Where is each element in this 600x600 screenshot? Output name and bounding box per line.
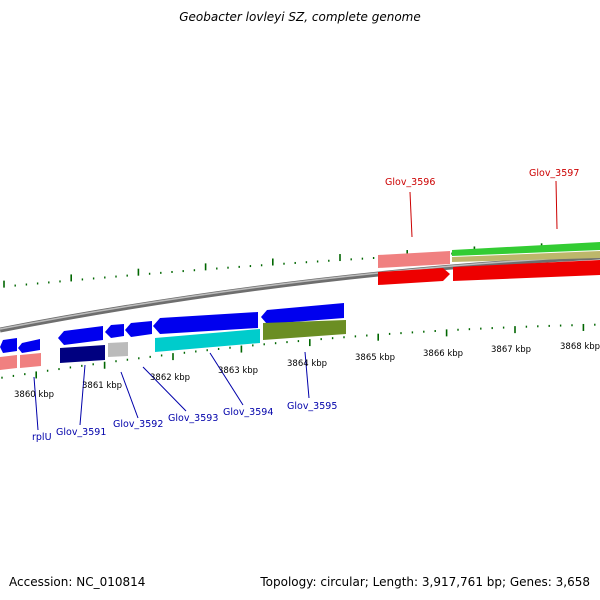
gene-arrow-rplu-upstream[interactable] <box>18 339 40 353</box>
gene-label[interactable]: Glov_3592 <box>113 419 163 430</box>
scale-label: 3863 kbp <box>218 366 258 376</box>
scale-label: 3861 kbp <box>82 381 122 391</box>
block-pink-left-a <box>0 355 17 370</box>
gene-label[interactable]: Glov_3593 <box>168 413 218 424</box>
genome-backbone <box>0 254 600 333</box>
scale-label: 3866 kbp <box>423 349 463 359</box>
scale-label: 3864 kbp <box>287 359 327 369</box>
gene-arrow-glov-3597-green[interactable] <box>452 242 600 256</box>
gene-arrow-glov-3592[interactable] <box>105 324 124 338</box>
block-cyan <box>155 329 260 352</box>
gene-label[interactable]: Glov_3594 <box>223 407 273 418</box>
gene-arrow-glov-3593[interactable] <box>125 321 152 337</box>
gene-leader-lines <box>33 180 558 431</box>
scale-label: 3862 kbp <box>150 373 190 383</box>
block-olive <box>263 320 346 340</box>
topology-label: Topology: circular; Length: 3,917,761 bp… <box>260 575 590 589</box>
gene-label[interactable]: Glov_3591 <box>56 427 106 438</box>
scale-label: 3867 kbp <box>491 345 531 355</box>
map-title: Geobacter lovleyi SZ, complete genome <box>179 10 421 24</box>
scale-labels: 3860 kbp 3861 kbp 3862 kbp 3863 kbp 3864 kbp… <box>14 342 600 400</box>
gene-label[interactable]: Glov_3597 <box>529 168 579 179</box>
scale-label: 3865 kbp <box>355 353 395 363</box>
gene-arrow-glov-3597[interactable] <box>453 260 600 281</box>
accession-label: Accession: NC_010814 <box>9 575 146 589</box>
gene-label[interactable]: Glov_3596 <box>385 177 435 188</box>
gene-label[interactable]: Glov_3595 <box>287 401 337 412</box>
gene-arrow-glov-3595[interactable] <box>261 303 344 324</box>
scale-label: 3860 kbp <box>14 390 54 400</box>
gene-arrow-glov-3594[interactable] <box>153 312 258 334</box>
block-navy <box>60 345 105 363</box>
block-gray <box>108 342 128 357</box>
block-pink-left-b <box>20 353 41 368</box>
gene-labels: Glov_3596 Glov_3597 rplU Glov_3591 Glov_3592… <box>32 168 579 443</box>
inner-tick-ring <box>1 323 596 379</box>
scale-label: 3868 kbp <box>560 342 600 352</box>
block-pink-right <box>378 251 450 268</box>
gene-label[interactable]: rplU <box>32 432 52 443</box>
gene-arrow-rplU[interactable] <box>0 338 17 353</box>
gene-arrow-glov-3591[interactable] <box>58 326 103 345</box>
gene-arrow-glov-3596[interactable] <box>378 268 450 285</box>
block-khaki <box>452 251 600 262</box>
